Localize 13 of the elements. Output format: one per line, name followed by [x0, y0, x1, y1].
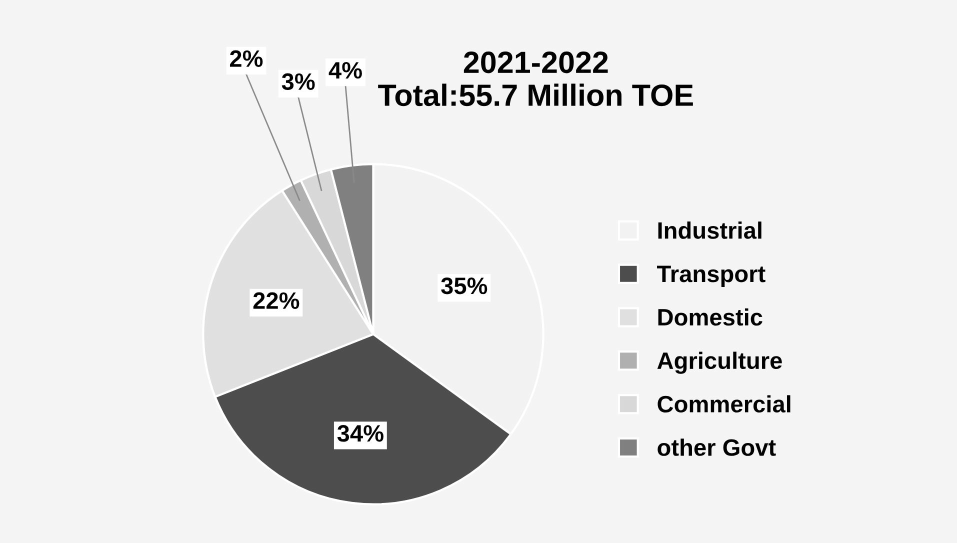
legend-label: Agriculture [657, 352, 782, 374]
data-label: 35% [441, 277, 488, 294]
chart-title: 2021-2022 Total:55.7 Million TOE [378, 52, 693, 106]
legend-label: Transport [657, 266, 766, 287]
data-label: 22% [253, 292, 300, 309]
data-label: 4% [328, 62, 362, 79]
legend-label: other Govt [658, 438, 776, 456]
data-label: 3% [282, 73, 315, 90]
data-label: 34% [337, 425, 384, 442]
legend-label: Industrial [658, 222, 762, 239]
legend-label: Commercial [658, 395, 790, 413]
data-label: 2% [230, 50, 263, 67]
legend-label: Domestic [658, 308, 762, 326]
